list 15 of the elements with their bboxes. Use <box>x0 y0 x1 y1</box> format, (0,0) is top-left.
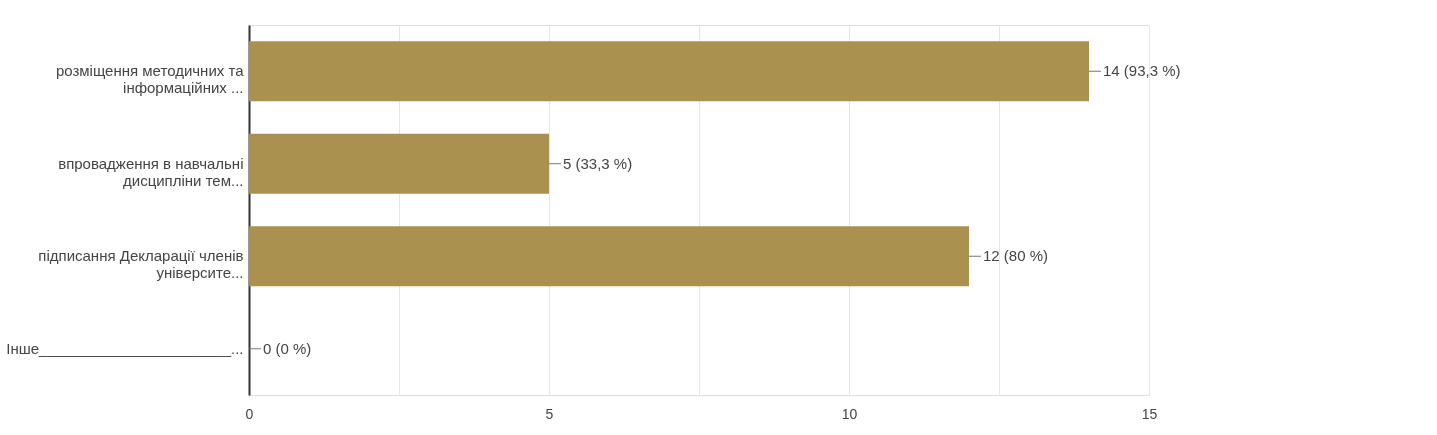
bar <box>249 226 969 287</box>
x-tick-label: 15 <box>1141 405 1158 422</box>
y-tick-label: розміщення методичних та інформаційних ... <box>55 62 245 97</box>
bar <box>249 133 549 194</box>
x-tick-label: 5 <box>545 405 554 422</box>
data-label: 12 (80 %) <box>983 247 1049 265</box>
x-tick-label: 10 <box>841 405 858 422</box>
x-tick-label: 0 <box>245 405 254 422</box>
data-label: 0 (0 %) <box>263 339 312 357</box>
y-tick-label: підписання Декларації членів університе... <box>38 247 244 282</box>
data-label: 14 (93,3 %) <box>1103 62 1181 80</box>
y-tick-label: Інше_______________________... <box>6 339 244 357</box>
data-label: 5 (33,3 %) <box>563 154 633 172</box>
y-tick-label: впровадження в навчальні дисципліни тем... <box>58 154 244 189</box>
bar <box>249 41 1089 102</box>
